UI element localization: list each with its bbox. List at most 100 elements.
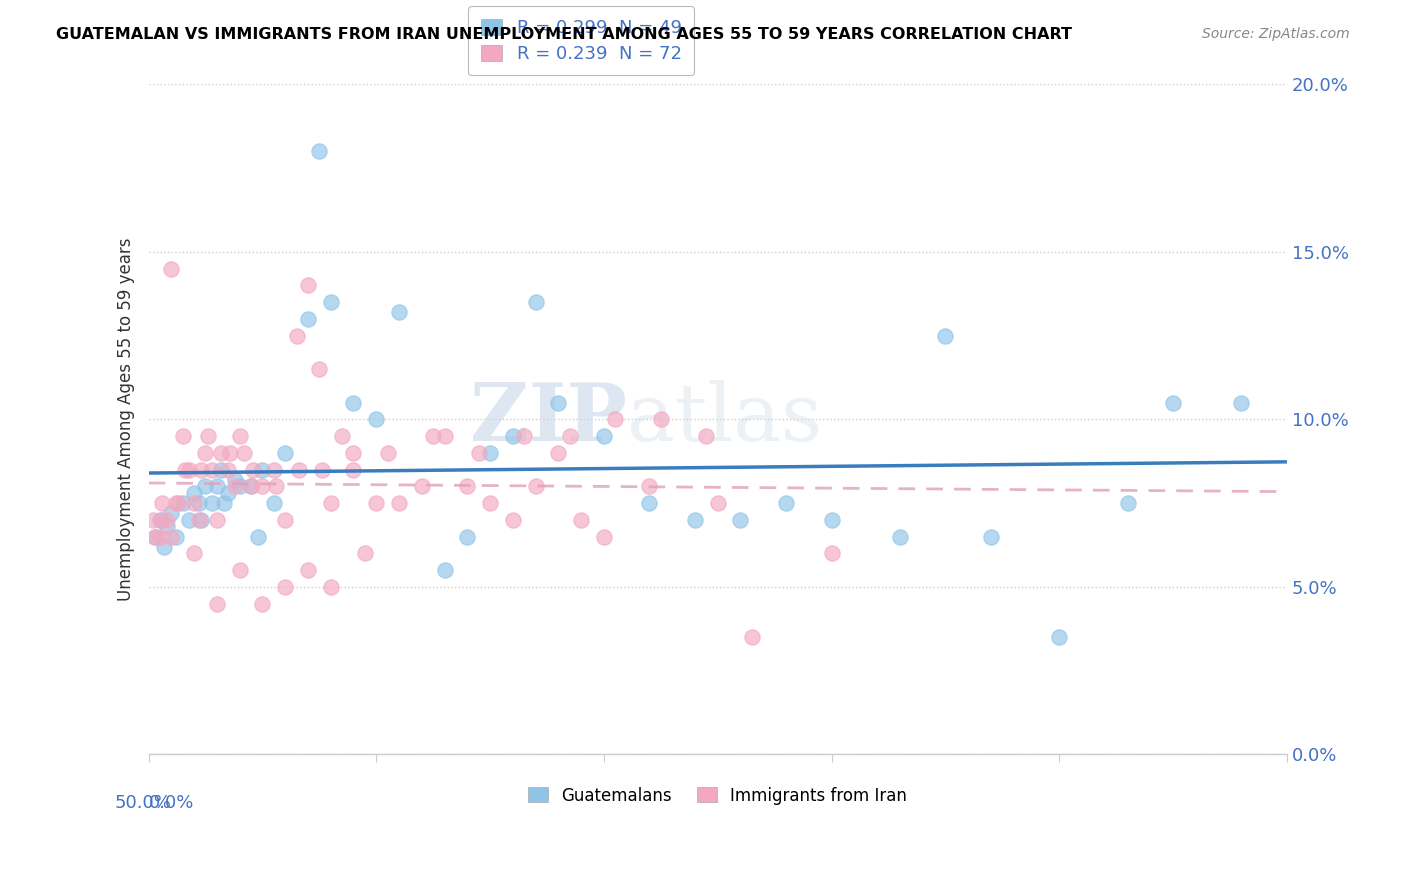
Point [980, 529, 1002, 543]
Point [524, 479, 547, 493]
Point [187, 496, 209, 510]
Point [183, 496, 205, 510]
Point [183, 486, 205, 500]
Point [775, 496, 797, 510]
Point [209, 462, 232, 476]
Point [187, 513, 209, 527]
Point [285, 328, 308, 343]
Point [605, 412, 627, 426]
Y-axis label: Unemployment Among Ages 55 to 59 years: Unemployment Among Ages 55 to 59 years [117, 237, 135, 601]
Point [502, 513, 524, 527]
Point [638, 496, 661, 510]
Point [217, 486, 239, 500]
Point [479, 446, 502, 460]
Point [172, 496, 194, 510]
Point [433, 429, 456, 443]
Point [179, 513, 201, 527]
Point [239, 479, 262, 493]
Point [366, 496, 388, 510]
Point [205, 513, 228, 527]
Point [165, 529, 187, 543]
Point [820, 513, 842, 527]
Point [1161, 395, 1184, 409]
Point [330, 429, 353, 443]
Point [212, 496, 235, 510]
Text: 50.0%: 50.0% [114, 795, 172, 813]
Point [319, 580, 342, 594]
Point [160, 506, 183, 520]
Point [308, 362, 330, 376]
Point [695, 429, 717, 443]
Point [150, 513, 173, 527]
Point [209, 446, 232, 460]
Point [153, 540, 176, 554]
Point [174, 462, 197, 476]
Point [706, 496, 728, 510]
Point [239, 479, 262, 493]
Point [456, 479, 478, 493]
Point [150, 496, 173, 510]
Point [149, 513, 172, 527]
Point [288, 462, 311, 476]
Point [228, 429, 250, 443]
Point [730, 513, 752, 527]
Point [228, 479, 250, 493]
Point [297, 563, 319, 577]
Point [252, 462, 274, 476]
Point [547, 446, 569, 460]
Point [224, 473, 246, 487]
Point [366, 412, 388, 426]
Point [156, 519, 179, 533]
Point [311, 462, 333, 476]
Point [547, 395, 569, 409]
Point [167, 496, 190, 510]
Point [165, 496, 187, 510]
Point [889, 529, 911, 543]
Text: GUATEMALAN VS IMMIGRANTS FROM IRAN UNEMPLOYMENT AMONG AGES 55 TO 59 YEARS CORREL: GUATEMALAN VS IMMIGRANTS FROM IRAN UNEMP… [56, 27, 1073, 42]
Point [297, 278, 319, 293]
Point [308, 145, 330, 159]
Point [433, 563, 456, 577]
Point [297, 311, 319, 326]
Point [194, 479, 217, 493]
Text: 0.0%: 0.0% [149, 795, 194, 813]
Point [217, 462, 239, 476]
Point [388, 305, 411, 319]
Point [342, 395, 364, 409]
Point [160, 261, 183, 276]
Point [342, 446, 364, 460]
Point [197, 429, 219, 443]
Point [422, 429, 444, 443]
Point [1230, 395, 1253, 409]
Point [820, 546, 842, 560]
Point [143, 529, 166, 543]
Point [156, 513, 179, 527]
Text: Source: ZipAtlas.com: Source: ZipAtlas.com [1202, 27, 1350, 41]
Point [274, 446, 297, 460]
Point [263, 496, 285, 510]
Point [183, 546, 205, 560]
Point [342, 462, 364, 476]
Point [190, 513, 212, 527]
Point [149, 529, 172, 543]
Point [1116, 496, 1139, 510]
Point [179, 462, 201, 476]
Point [190, 462, 212, 476]
Point [172, 429, 194, 443]
Point [205, 597, 228, 611]
Point [142, 513, 165, 527]
Point [353, 546, 375, 560]
Point [569, 513, 592, 527]
Point [319, 496, 342, 510]
Point [593, 429, 616, 443]
Point [741, 630, 763, 644]
Point [246, 529, 269, 543]
Point [252, 479, 274, 493]
Point [201, 462, 224, 476]
Point [934, 328, 956, 343]
Point [160, 529, 183, 543]
Point [479, 496, 502, 510]
Point [411, 479, 433, 493]
Point [219, 446, 242, 460]
Point [274, 513, 297, 527]
